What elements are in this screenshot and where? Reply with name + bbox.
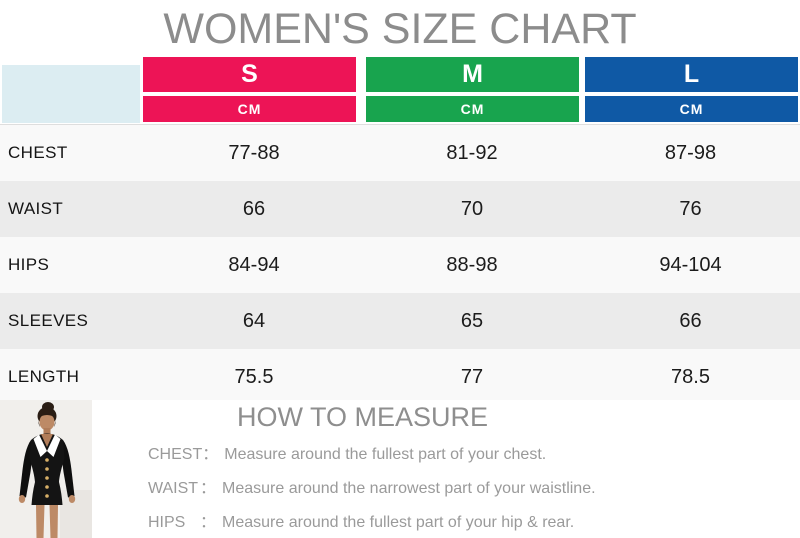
unit-label-m: CM <box>366 96 579 122</box>
column-header-l: L CM <box>585 57 798 122</box>
instruction-hips: HIPS ： Measure around the fullest part of … <box>148 508 596 531</box>
corner-cell <box>2 65 140 123</box>
table-row-hips: HIPS 84-94 88-98 94-104 <box>0 237 800 293</box>
table-row-chest: CHEST 77-88 81-92 87-98 <box>0 125 800 181</box>
waist-value-s: 66 <box>242 197 266 220</box>
hips-value-l: 94-104 <box>659 253 722 276</box>
size-header-row: S CM M CM L CM <box>0 56 800 124</box>
chest-value-l: 87-98 <box>664 141 717 164</box>
row-label-waist: WAIST <box>8 199 64 218</box>
length-value-m: 77 <box>460 365 484 388</box>
chest-value-s: 77-88 <box>228 141 280 164</box>
table-row-length: LENGTH 75.5 77 78.5 <box>0 349 800 405</box>
unit-label-s: CM <box>143 96 356 122</box>
model-photo <box>0 400 92 538</box>
length-value-s: 75.5 <box>234 365 274 388</box>
row-label-sleeves: SLEEVES <box>8 311 89 330</box>
row-label-hips: HIPS <box>8 255 50 274</box>
size-label-s: S <box>143 57 356 92</box>
instruction-chest: CHEST： Measure around the fullest part of… <box>148 440 596 463</box>
instruction-waist-text: Measure around the narrowest part of you… <box>222 480 596 497</box>
hips-value-s: 84-94 <box>228 253 280 276</box>
chest-value-m: 81-92 <box>446 141 498 164</box>
size-label-l: L <box>585 57 798 92</box>
instruction-hips-colon: ： <box>200 514 217 531</box>
sleeves-value-m: 65 <box>460 309 484 332</box>
instruction-chest-colon: ： <box>202 446 219 463</box>
how-to-measure-section: HOW TO MEASURE CHEST： Measure around the … <box>0 400 800 538</box>
table-row-sleeves: SLEEVES 64 65 66 <box>0 293 800 349</box>
instruction-waist-colon: ： <box>200 480 217 497</box>
size-table: CHEST 77-88 81-92 87-98 WAIST 66 70 76 H… <box>0 124 800 405</box>
instruction-hips-text: Measure around the fullest part of your … <box>222 514 575 531</box>
table-row-waist: WAIST 66 70 76 <box>0 181 800 237</box>
column-header-s: S CM <box>143 57 356 122</box>
sleeves-value-l: 66 <box>679 309 702 332</box>
instruction-waist: WAIST： Measure around the narrowest part … <box>148 474 596 497</box>
measure-instructions: CHEST： Measure around the fullest part of… <box>148 440 596 538</box>
instruction-chest-text: Measure around the fullest part of your … <box>224 446 547 463</box>
row-label-length: LENGTH <box>8 367 80 386</box>
instruction-waist-label: WAIST <box>148 480 199 497</box>
page-title: WOMEN'S SIZE CHART <box>163 5 637 53</box>
unit-label-l: CM <box>585 96 798 122</box>
row-label-chest: CHEST <box>8 143 68 162</box>
size-label-m: M <box>366 57 579 92</box>
waist-value-l: 76 <box>679 197 702 220</box>
instruction-chest-label: CHEST <box>148 446 203 463</box>
column-header-m: M CM <box>366 57 579 122</box>
how-to-measure-title: HOW TO MEASURE <box>236 402 489 432</box>
instruction-hips-label: HIPS <box>148 514 186 531</box>
hips-value-m: 88-98 <box>446 253 498 276</box>
length-value-l: 78.5 <box>671 365 710 388</box>
sleeves-value-s: 64 <box>242 309 266 332</box>
waist-value-m: 70 <box>460 197 484 220</box>
